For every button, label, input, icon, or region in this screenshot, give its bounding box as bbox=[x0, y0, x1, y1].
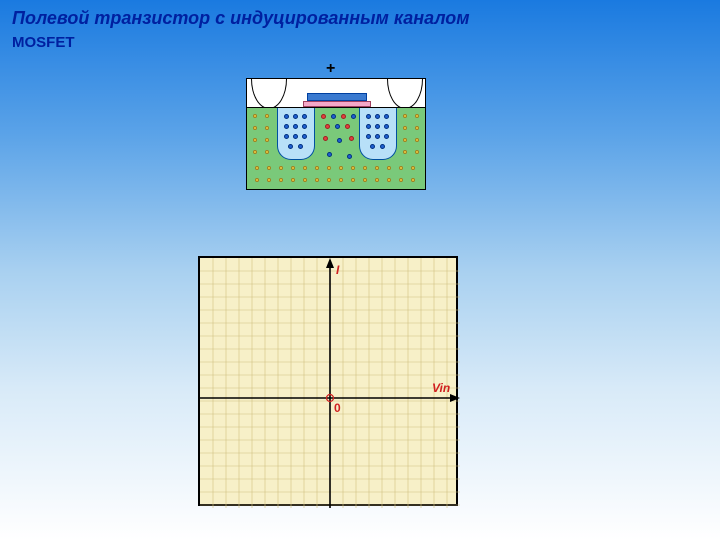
page-subtitle: MOSFET bbox=[12, 34, 75, 51]
contact-arc-right bbox=[387, 79, 423, 109]
mosfet-cross-section bbox=[246, 78, 426, 190]
gate-polarity-label: + bbox=[326, 60, 335, 78]
n-well-drain bbox=[359, 108, 397, 160]
page-title: Полевой транзистор с индуцированным кана… bbox=[12, 8, 470, 29]
gate-electrode bbox=[307, 93, 367, 101]
iv-chart: I Vin 0 bbox=[198, 256, 458, 506]
y-axis-label: I bbox=[336, 263, 340, 277]
n-well-source bbox=[277, 108, 315, 160]
contact-arc-left bbox=[251, 79, 287, 109]
y-axis-arrow bbox=[326, 258, 334, 268]
x-axis-label: Vin bbox=[432, 381, 450, 395]
substrate bbox=[247, 107, 425, 189]
origin-label: 0 bbox=[334, 401, 341, 415]
iv-chart-svg: I Vin 0 bbox=[200, 258, 460, 508]
